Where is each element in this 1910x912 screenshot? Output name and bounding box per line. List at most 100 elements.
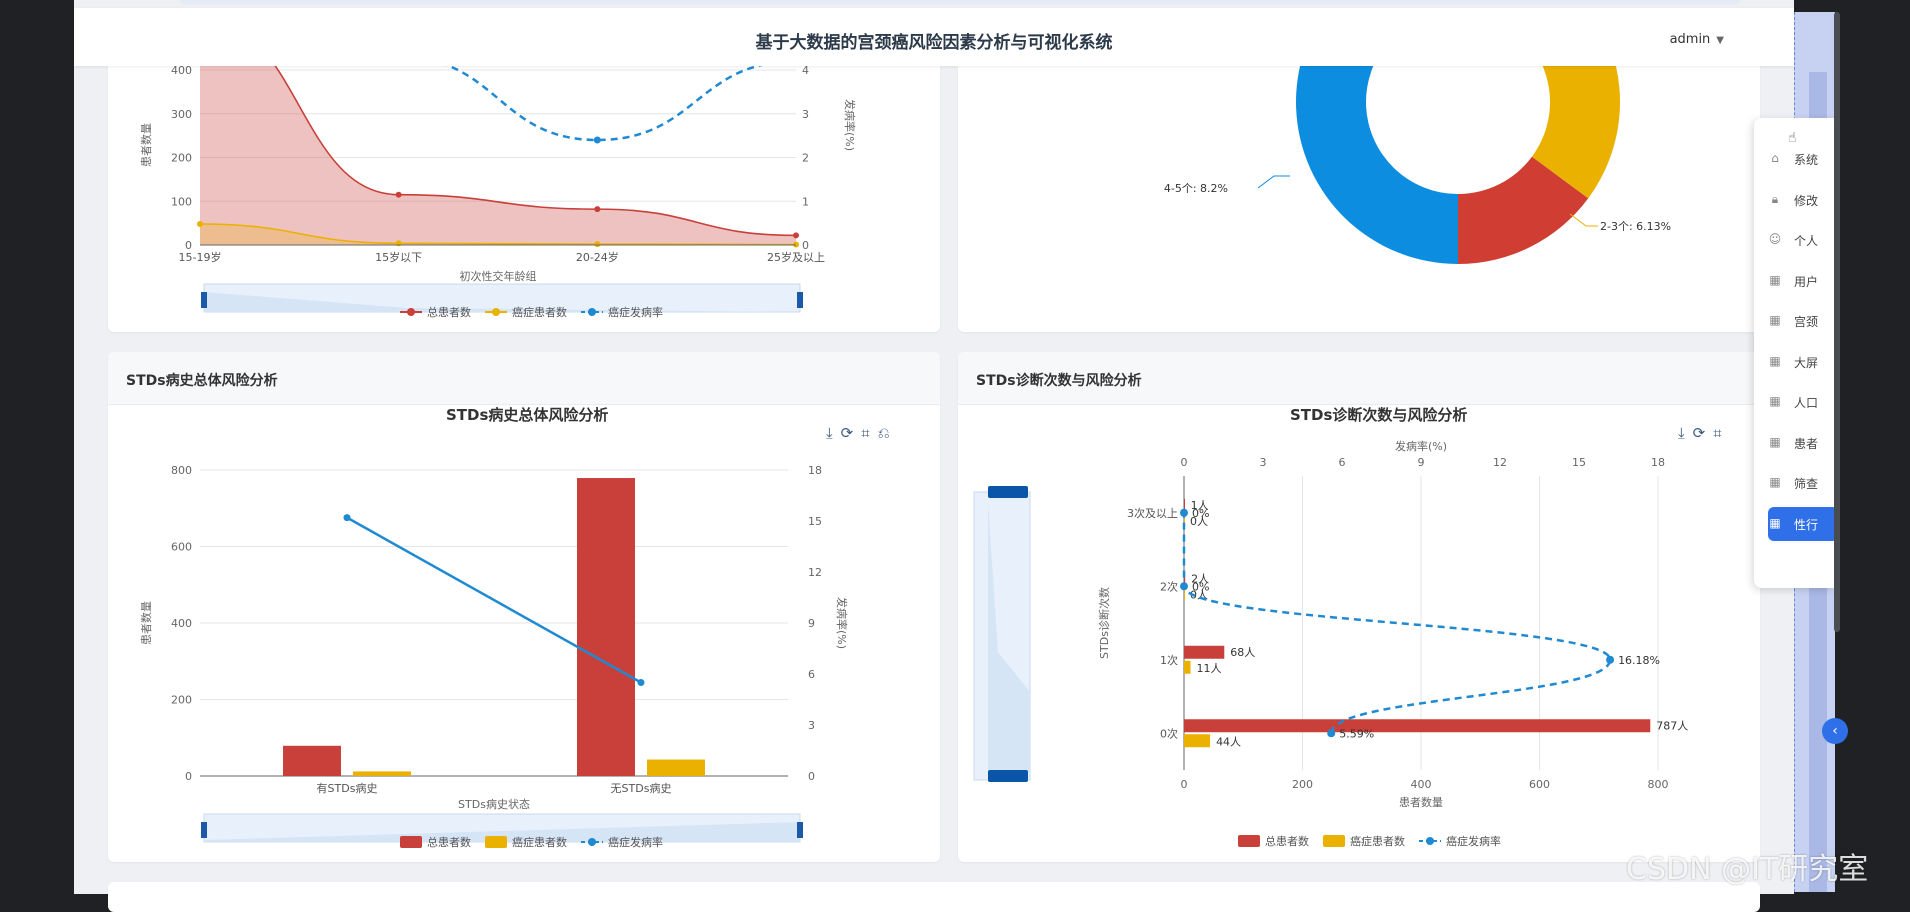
partners-donut-chart: 4-5个: 8.2% 2-3个: 6.13% (1164, 30, 1671, 264)
menu-item-label: 大屏 (1794, 355, 1819, 370)
data-label-rate: 5.59% (1339, 727, 1374, 740)
legend-label: 癌症患者数 (1350, 834, 1405, 848)
data-point-cancer (594, 241, 601, 248)
zoom-handle-left (201, 822, 207, 838)
y-tick-label: 1次 (1160, 653, 1178, 667)
data-point-cancer (197, 221, 203, 227)
crop-icon[interactable]: ⌗ (1713, 424, 1730, 442)
data-label-cancer: 0人 (1190, 515, 1208, 528)
user-icon: ☺ (1768, 232, 1782, 246)
donut-slice (1296, 30, 1458, 264)
x-tick-label: 200 (1292, 778, 1313, 791)
data-label-total: 1人 (1191, 499, 1209, 512)
legend-label: 癌症患者数 (512, 835, 567, 849)
y-tick-label: 800 (171, 464, 192, 477)
menu-item[interactable]: ▦ 宫颈 (1768, 304, 1834, 338)
menu-item[interactable]: ▦ 筛查 (1768, 466, 1834, 500)
stds-diagnosis-card: STDs诊断次数与风险分析 STDs诊断次数与风险分析 ⤓⟳⌗ 0 200 400 6… (958, 352, 1760, 862)
data-point-rate (1327, 729, 1336, 738)
chart-toolbox: ⤓⟳⌗ (1678, 424, 1730, 442)
x2-tick-label: 15 (1572, 456, 1586, 469)
y-tick-label: 300 (171, 108, 192, 121)
menu-item-label: 用户 (1794, 274, 1819, 289)
bar-total (1184, 645, 1225, 659)
floating-side-menu: ☝ ⌂ 系统 🔒︎ 修改 ☺ 个人 ▦ 用户 ▦ 宫颈 ▦ 大屏 ▦ 人口 ▦ 患者 ▦ 筛查 ▦ 性行 (1754, 118, 1834, 588)
x2-tick-label: 0 (1181, 456, 1188, 469)
download-icon[interactable]: ⤓ (826, 424, 841, 442)
x2-axis-label: 发病率(%) (1395, 439, 1447, 453)
y-tick-label: 400 (171, 617, 192, 630)
menu-item[interactable]: ▦ 用户 (1768, 264, 1834, 298)
card-header: STDs病史总体风险分析 (108, 352, 940, 405)
series-line-rate (346, 516, 642, 684)
grid-icon: ▦ (1769, 515, 1781, 530)
zoom-handle-top (988, 486, 1028, 498)
menu-item[interactable]: ☺ 个人 (1768, 223, 1834, 257)
chart-title: STDs病史总体风险分析 (446, 406, 609, 424)
zoom-handle-bottom (988, 770, 1028, 782)
bar-cancer (1184, 734, 1211, 748)
download-icon[interactable]: ⤓ (1678, 424, 1693, 442)
menu-item-label: 个人 (1794, 234, 1819, 248)
donut-slice (1458, 156, 1589, 264)
lock-icon: 🔒︎ (1771, 191, 1779, 206)
refresh-icon[interactable]: ⟳ (1692, 424, 1714, 442)
grid-icon: ▦ (1769, 353, 1781, 368)
partners-donut-card: 4-5个: 8.2% 2-3个: 6.13% (958, 30, 1760, 332)
label-line (1257, 175, 1290, 189)
crop-icon[interactable]: ⌗ (861, 424, 878, 442)
legend-swatch (485, 836, 507, 848)
x2-tick-label: 12 (1493, 456, 1507, 469)
data-point-rate (1180, 508, 1188, 517)
data-label-rate: 0% (1192, 580, 1209, 593)
y-tick-label: 400 (171, 64, 192, 77)
legend-swatch-dot (492, 308, 500, 316)
y-tick-label: 3次及以上 (1127, 506, 1178, 520)
watermark: CSDN @IT研究室 (1626, 852, 1869, 887)
grid-icon: ▦ (1769, 475, 1781, 489)
bar-total (1184, 572, 1186, 586)
x-tick-label: 15-19岁 (179, 250, 222, 264)
slice-label: 2-3个: 6.13% (1600, 220, 1671, 233)
x-tick-label: 25岁及以上 (767, 250, 825, 264)
y-axis-label: 患者数量 (140, 123, 153, 167)
stds-history-chart: 0 200 400 600 800 0 3 6 9 12 15 18 有STDs病史 无STDs病史 STD… (140, 464, 849, 849)
series-line-total (272, 64, 797, 237)
series-line-rate (1182, 512, 1612, 734)
collapse-menu-button[interactable]: ‹ (1822, 718, 1848, 744)
y-tick-label: 0 (185, 239, 192, 252)
series-area-total (200, 64, 796, 245)
x-tick-label: 400 (1411, 778, 1432, 791)
hand-icon[interactable]: ☝ (1788, 130, 1797, 146)
menu-item[interactable]: ▦ 人口 (1768, 385, 1834, 419)
user-menu[interactable]: admin ▼ (1670, 32, 1724, 47)
x-axis-label: 初次性交年龄组 (460, 269, 537, 283)
refresh-icon[interactable]: ⟳ (840, 424, 862, 442)
menu-item[interactable]: ▦ 大屏 (1768, 345, 1834, 379)
y-tick-label: 2次 (1160, 579, 1178, 593)
reset-icon[interactable]: ⎌ (877, 424, 898, 442)
x-axis-label: 患者数量 (1399, 796, 1443, 809)
menu-item[interactable]: ▦ 患者 (1768, 426, 1834, 460)
data-point-rate (343, 514, 351, 522)
bar-cancer (1184, 587, 1185, 601)
data-zoom-shadow (204, 822, 800, 842)
app-header: 基于大数据的宫颈癌风险因素分析与可视化系统 admin ▼ (74, 8, 1794, 66)
next-card (108, 882, 1760, 912)
bar-cancer (647, 759, 705, 776)
series-area-cancer (200, 224, 796, 245)
card-header: STDs诊断次数与风险分析 (958, 352, 1760, 405)
y-tick-label: 100 (171, 195, 192, 208)
top-search-strip (180, 0, 1740, 5)
menu-item[interactable]: 🔒︎ 修改 (1768, 183, 1834, 217)
scrollbar-thumb[interactable] (1834, 12, 1840, 632)
grid-icon: ▦ (1769, 272, 1781, 287)
zoom-handle-right (797, 292, 803, 308)
menu-item[interactable]: ⌂ 系统 (1768, 142, 1834, 176)
x-tick-label: 有STDs病史 (317, 781, 378, 795)
legend-swatch-dot (1426, 837, 1434, 845)
x-tick-label: 15岁以下 (375, 250, 422, 264)
y2-tick-label: 1 (802, 195, 809, 208)
y2-axis-label: 发病率(%) (843, 99, 857, 151)
menu-item[interactable]: ▦ 性行 (1768, 506, 1834, 541)
